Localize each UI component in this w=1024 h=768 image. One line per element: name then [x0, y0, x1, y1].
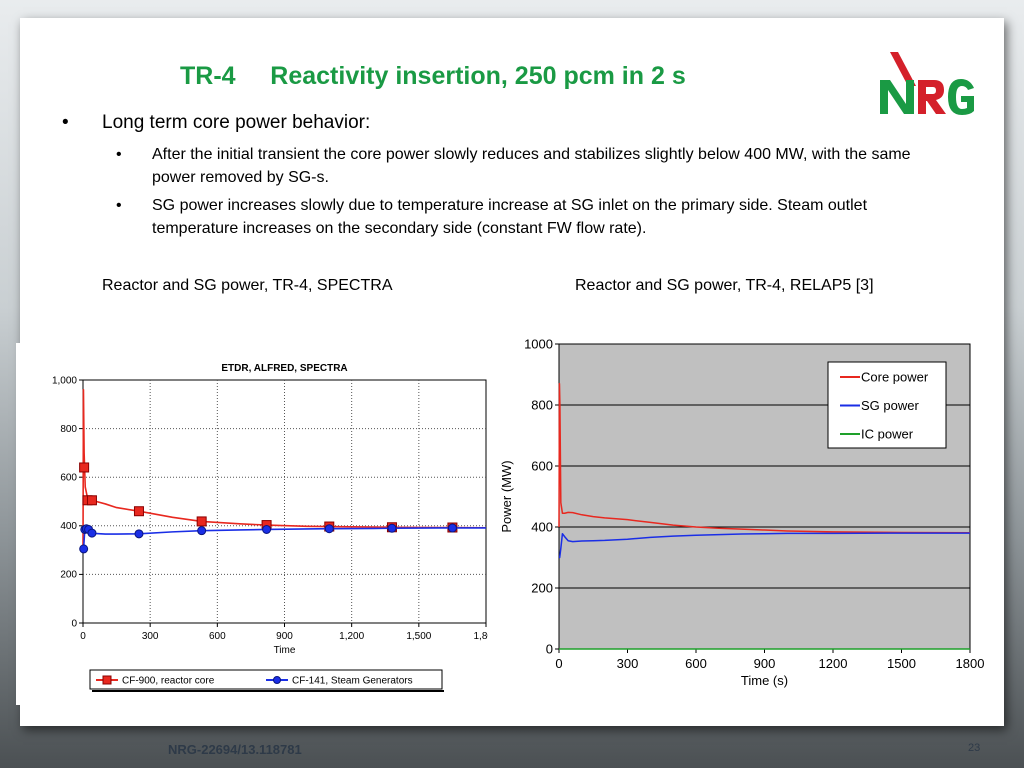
caption-right: Reactor and SG power, TR-4, RELAP5 [3]	[575, 277, 874, 294]
series-line-1	[82, 388, 487, 551]
x-tick-label: 0	[80, 631, 86, 642]
logo-letter-r	[918, 80, 946, 114]
slide-title: TR-4 Reactivity insertion, 250 pcm in 2 …	[180, 62, 686, 90]
document-id: NRG-22694/13.118781	[168, 742, 302, 757]
legend-marker-circle	[273, 676, 281, 684]
page-number: 23	[968, 742, 981, 754]
bullet-main-text: Long term core power behavior:	[102, 112, 371, 133]
logo-letter-g	[948, 79, 974, 115]
sub-bullet-1-text: After the initial transient the core pow…	[152, 146, 911, 186]
y-tick-label: 0	[71, 618, 77, 629]
y-axis-label: Power (MW)	[499, 460, 514, 532]
spectra-chart: 0 200 400 600 800 1,000 0 300 600 900 1,200 1,500 1,…	[52, 363, 488, 692]
y-tick-label: 800	[60, 424, 77, 435]
data-point-circle	[447, 523, 457, 533]
x-axis-label: Time	[274, 645, 296, 656]
chart-title: ETDR, ALFRED, SPECTRA	[221, 363, 347, 374]
bullet-dot: •	[62, 112, 69, 133]
series-line-1	[558, 382, 971, 534]
y-tick-label: 800	[531, 397, 553, 412]
legend-marker-square	[102, 675, 112, 685]
data-point-square	[86, 495, 97, 506]
bullet-dot: •	[116, 197, 122, 214]
caption-left: Reactor and SG power, TR-4, SPECTRA	[102, 277, 393, 294]
y-tick-label: 600	[60, 473, 77, 484]
plot-area	[82, 379, 487, 624]
data-point-circle	[134, 529, 144, 539]
y-tick-label: 0	[546, 641, 553, 656]
data-point-circle	[79, 544, 89, 554]
x-tick-label: 1500	[887, 656, 916, 671]
x-tick-label: 900	[276, 631, 293, 642]
x-tick-label: 1,800	[473, 631, 488, 642]
x-axis-label: Time (s)	[741, 673, 788, 688]
legend-label: CF-141, Steam Generators	[292, 676, 413, 687]
y-tick-label: 600	[531, 458, 553, 473]
data-point-square	[196, 516, 207, 527]
x-tick-label: 1,500	[406, 631, 431, 642]
x-tick-label: 900	[754, 656, 776, 671]
x-tick-label: 1800	[956, 656, 985, 671]
x-tick-label: 1200	[819, 656, 848, 671]
x-tick-label: 0	[555, 656, 562, 671]
x-tick-label: 300	[617, 656, 639, 671]
legend-label: CF-900, reactor core	[122, 676, 215, 687]
series-line-2	[558, 532, 970, 559]
legend-label: SG power	[861, 398, 919, 413]
relap5-chart: 0 200 400 600 800 1000 0 300 600 900 1200 1500 1800 T…	[499, 336, 985, 688]
y-tick-label: 200	[60, 570, 77, 581]
data-point-square	[133, 506, 144, 517]
data-point-circle	[197, 526, 207, 536]
x-tick-label: 600	[685, 656, 707, 671]
x-tick-label: 1,200	[339, 631, 364, 642]
y-tick-label: 1000	[524, 336, 553, 351]
x-tick-label: 300	[142, 631, 159, 642]
legend-label: Core power	[861, 370, 929, 385]
data-point-square	[79, 462, 90, 473]
nrg-logo	[880, 52, 974, 115]
data-point-circle	[87, 528, 97, 538]
y-tick-label: 1,000	[52, 375, 77, 386]
y-tick-label: 400	[531, 519, 553, 534]
x-tick-label: 600	[209, 631, 226, 642]
bullet-dot: •	[116, 146, 122, 163]
logo-red-slash	[890, 52, 916, 86]
legend-label: IC power	[861, 427, 914, 442]
y-tick-label: 400	[60, 521, 77, 532]
data-point-circle	[387, 523, 397, 533]
sub-bullet-2-text: SG power increases slowly due to tempera…	[152, 197, 868, 237]
logo-letter-n	[880, 80, 914, 114]
data-point-circle	[324, 524, 334, 534]
y-tick-label: 200	[531, 580, 553, 595]
data-point-circle	[262, 524, 272, 534]
